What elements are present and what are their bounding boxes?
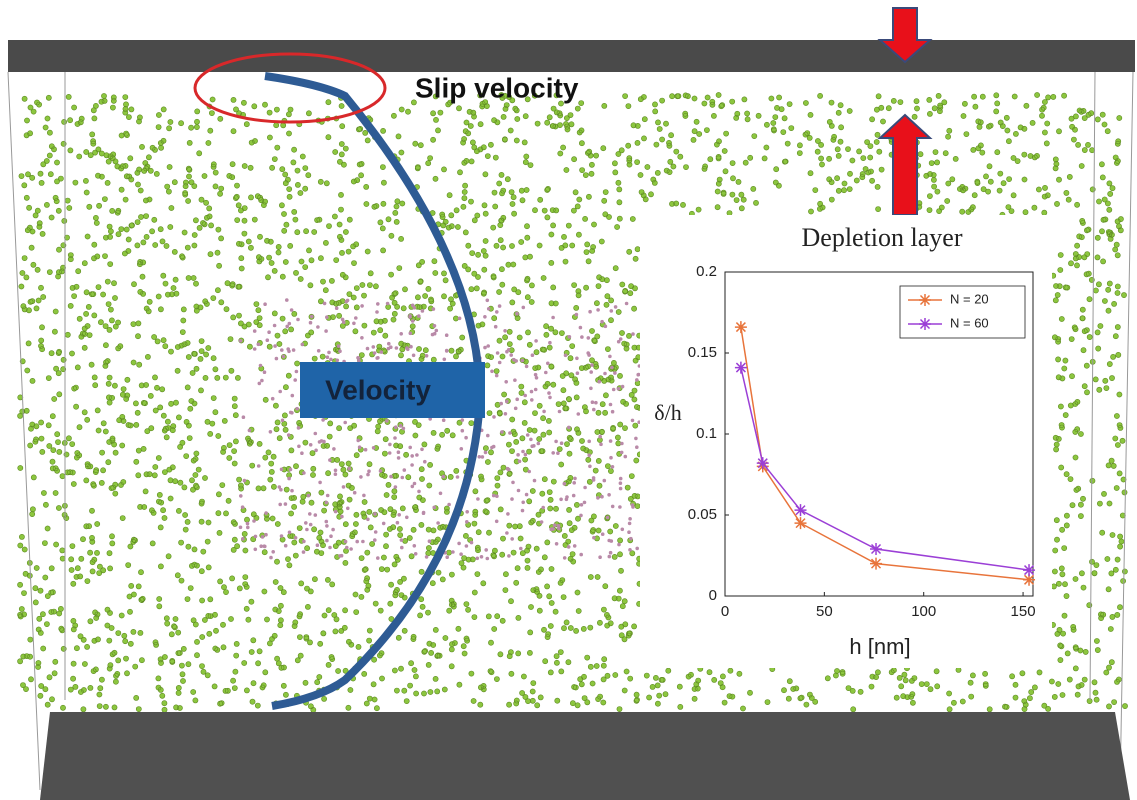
x-tick-label: 150 <box>1011 603 1036 620</box>
chart-title: Depletion layer <box>802 223 963 252</box>
y-tick-label: 0.1 <box>696 425 717 442</box>
x-axis-label: h [nm] <box>849 634 910 659</box>
point-marker <box>734 361 747 374</box>
x-tick-label: 0 <box>721 603 729 620</box>
bottom-wall <box>40 712 1130 800</box>
x-tick-label: 50 <box>816 603 833 620</box>
legend-marker <box>919 318 931 330</box>
y-tick-label: 0 <box>709 587 717 604</box>
legend-label: N = 20 <box>950 291 989 306</box>
point-marker <box>794 517 807 530</box>
velocity-box <box>300 362 485 418</box>
slip-label: Slip velocity <box>415 72 579 103</box>
legend-label: N = 60 <box>950 315 989 330</box>
y-tick-label: 0.15 <box>688 344 717 361</box>
y-tick-label: 0.2 <box>696 263 717 280</box>
velocity-label: Velocity <box>325 374 431 405</box>
y-axis-label: δ/h <box>654 400 681 425</box>
point-marker <box>756 457 769 470</box>
particle-cloud <box>17 92 1128 713</box>
up-arrow <box>877 113 933 216</box>
box-frame <box>7 71 1134 791</box>
point-marker <box>870 543 883 556</box>
y-tick-label: 0.05 <box>688 506 717 523</box>
legend-box <box>899 285 1026 339</box>
plot: 0 50 100 150 0 0.05 0.1 0.15 0.2 N = 20 N = 60 <box>688 263 1036 620</box>
top-wall <box>8 40 1135 72</box>
down-arrow <box>877 7 933 64</box>
point-marker <box>794 504 807 517</box>
slip-ellipse <box>193 52 387 124</box>
x-tick-label: 100 <box>911 603 936 620</box>
particles <box>17 92 1128 713</box>
legend-marker <box>919 294 931 306</box>
point-marker <box>870 557 883 570</box>
point-marker <box>1023 573 1036 586</box>
point-marker <box>1023 564 1036 577</box>
polymer-beads <box>238 298 642 561</box>
point-marker <box>734 321 747 334</box>
